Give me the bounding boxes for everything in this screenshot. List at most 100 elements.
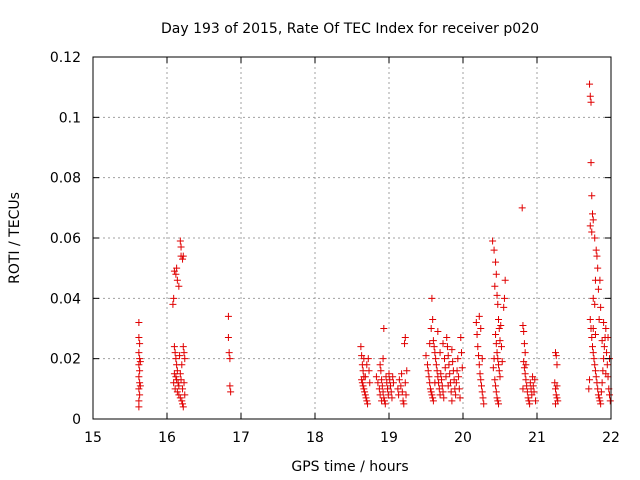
data-point xyxy=(431,379,439,387)
data-point xyxy=(589,349,597,357)
data-point xyxy=(441,364,449,372)
data-point xyxy=(363,361,371,369)
data-point xyxy=(520,328,528,336)
data-point xyxy=(480,400,488,408)
data-point xyxy=(519,321,527,329)
data-point xyxy=(394,385,402,393)
data-point xyxy=(479,394,487,402)
data-point xyxy=(176,237,184,245)
data-point xyxy=(606,391,614,399)
data-point xyxy=(384,391,392,399)
x-tick-label: 17 xyxy=(232,430,250,446)
data-point xyxy=(452,379,460,387)
data-point xyxy=(522,361,530,369)
data-point xyxy=(458,364,466,372)
data-point xyxy=(586,222,594,230)
data-point xyxy=(443,334,451,342)
data-point xyxy=(493,394,501,402)
data-point xyxy=(180,349,188,357)
y-tick-label: 0.12 xyxy=(50,50,81,66)
data-point xyxy=(434,328,442,336)
data-point xyxy=(181,391,189,399)
data-point xyxy=(360,355,368,363)
data-point xyxy=(523,388,531,396)
data-point xyxy=(477,325,485,332)
data-point xyxy=(400,400,408,408)
y-tick-label: 0.06 xyxy=(50,231,81,247)
data-point xyxy=(136,355,144,363)
data-point xyxy=(438,376,446,384)
data-point xyxy=(474,343,482,351)
data-point xyxy=(378,376,386,384)
data-point xyxy=(602,325,610,332)
data-point xyxy=(526,379,534,387)
data-point xyxy=(492,382,500,390)
data-point xyxy=(426,385,434,393)
data-point xyxy=(492,340,500,348)
data-point xyxy=(496,373,504,381)
data-point xyxy=(472,318,480,326)
data-point xyxy=(501,276,509,284)
data-point xyxy=(592,246,600,254)
data-point xyxy=(438,382,446,390)
data-point xyxy=(359,367,367,375)
data-point xyxy=(176,370,184,378)
data-point xyxy=(552,349,559,357)
data-point xyxy=(135,397,143,405)
data-point xyxy=(179,255,187,263)
x-tick-label: 19 xyxy=(380,430,398,446)
data-point xyxy=(398,370,406,378)
data-point xyxy=(432,361,440,369)
data-point xyxy=(475,361,483,369)
data-point xyxy=(135,373,143,381)
data-point xyxy=(179,385,187,393)
data-point xyxy=(398,388,406,396)
data-point xyxy=(224,312,232,320)
data-point xyxy=(598,379,606,387)
data-point xyxy=(363,397,371,405)
data-point xyxy=(489,237,497,245)
data-point xyxy=(380,325,388,332)
x-tick-label: 20 xyxy=(454,430,472,446)
data-point xyxy=(475,352,483,360)
x-tick-label: 15 xyxy=(84,430,102,446)
data-point xyxy=(429,397,437,405)
data-point xyxy=(603,361,611,369)
data-point xyxy=(589,325,597,332)
data-point xyxy=(591,331,599,339)
data-point xyxy=(170,370,178,378)
data-point xyxy=(526,400,534,408)
data-point xyxy=(519,385,527,393)
data-point xyxy=(520,340,528,348)
chart-title: Day 193 of 2015, Rate Of TEC Index for r… xyxy=(161,21,539,37)
data-point xyxy=(478,388,486,396)
data-point xyxy=(452,391,460,399)
data-point xyxy=(360,385,368,393)
data-point xyxy=(226,382,234,390)
y-tick-label: 0.08 xyxy=(50,171,81,187)
data-point xyxy=(175,382,183,390)
data-point xyxy=(495,315,503,323)
data-point xyxy=(135,385,143,393)
data-point xyxy=(226,355,234,363)
data-point xyxy=(447,388,455,396)
data-point xyxy=(424,367,432,375)
data-point xyxy=(492,270,500,278)
data-point xyxy=(362,394,370,402)
data-point xyxy=(176,352,184,360)
data-point xyxy=(439,388,447,396)
y-tick-label: 0.04 xyxy=(50,291,81,307)
data-point xyxy=(496,337,504,345)
data-point xyxy=(500,303,508,311)
data-point xyxy=(399,397,407,405)
data-point xyxy=(458,349,466,357)
data-point xyxy=(492,388,500,396)
data-point xyxy=(172,373,180,381)
data-point xyxy=(387,388,395,396)
data-point xyxy=(497,321,505,329)
data-point xyxy=(521,349,529,357)
data-point xyxy=(378,397,386,405)
data-point xyxy=(225,349,233,357)
data-point xyxy=(596,276,604,284)
data-point xyxy=(364,400,372,408)
